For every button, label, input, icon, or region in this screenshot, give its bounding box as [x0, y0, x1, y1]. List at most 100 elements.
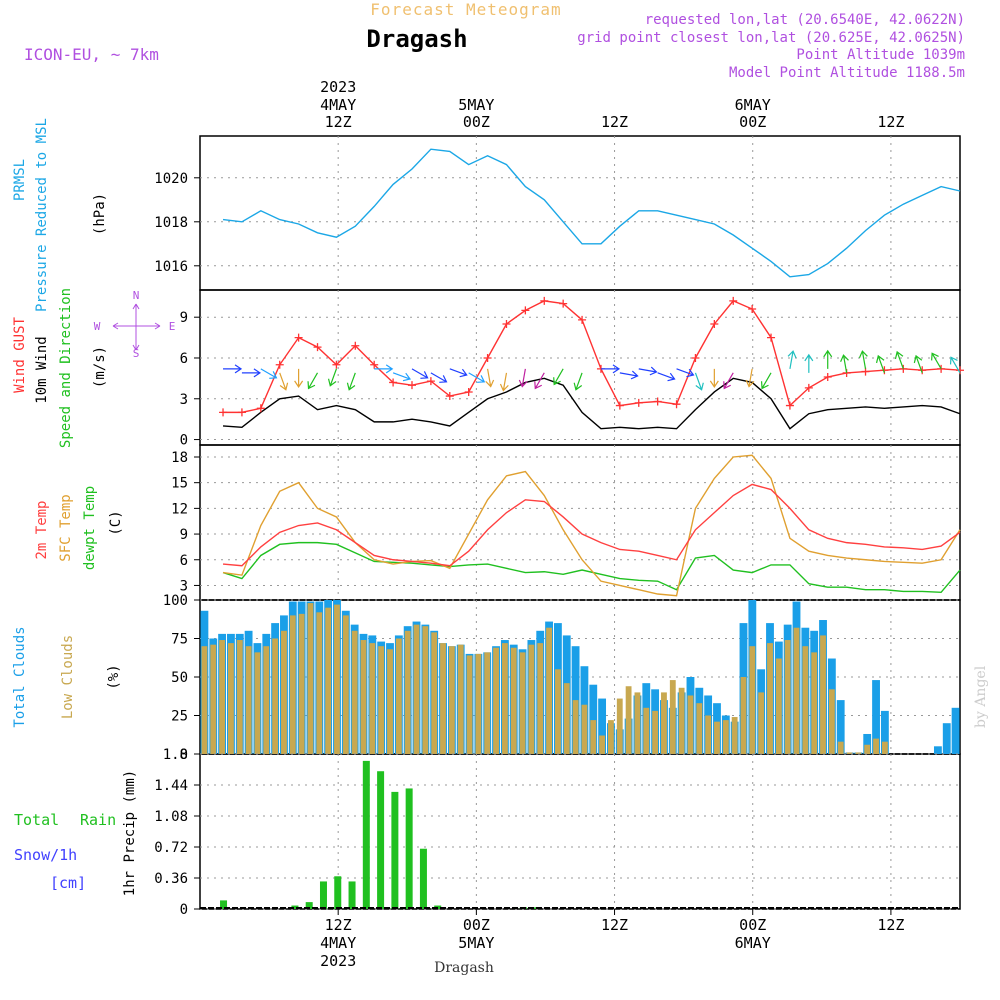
low-cloud-bar	[802, 646, 809, 754]
y-tick-label: 12	[171, 501, 188, 517]
requested-coords: requested lon,lat (20.6540E, 42.0622N)	[645, 12, 965, 28]
low-cloud-bar	[581, 704, 588, 754]
total-clouds-label: Total Clouds	[12, 626, 28, 727]
panel-frame	[199, 753, 961, 910]
bottom-time-day: 5MAY	[458, 934, 494, 952]
low-cloud-bar	[687, 695, 694, 754]
low-cloud-bar	[714, 721, 720, 754]
snow-label: Snow/1h	[14, 846, 77, 864]
panel-frame	[199, 444, 961, 601]
y-tick-label: 0	[180, 433, 188, 449]
y-tick-label: 25	[171, 709, 188, 725]
y-tick-label: 3	[180, 578, 188, 594]
total-cloud-bar	[880, 710, 889, 754]
gust-marker	[407, 381, 416, 390]
y-tick-label: 100	[163, 593, 188, 609]
low-cloud-bar	[740, 677, 747, 754]
wind-direction-arrow	[638, 366, 658, 376]
temp-2m-line	[222, 483, 961, 567]
low-cloud-bar	[608, 720, 614, 754]
total-cloud-bar	[836, 700, 845, 754]
low-cloud-bar	[281, 630, 287, 754]
gust-marker	[748, 305, 757, 314]
y-tick-label: 0.72	[154, 840, 188, 856]
dewpoint-line	[222, 541, 961, 594]
low-cloud-bar	[634, 692, 641, 754]
low-cloud-bar	[254, 652, 261, 754]
gust-marker	[370, 360, 379, 369]
gust-marker	[899, 364, 908, 373]
total-cloud-bar	[598, 698, 607, 754]
model-label: ICON-EU, ~ 7km	[24, 45, 159, 64]
low-cloud-bar	[616, 698, 623, 754]
wind-direction-arrow	[518, 368, 528, 388]
wind-direction-arrow	[279, 372, 289, 391]
wind-direction-arrow	[858, 350, 868, 369]
total-rain-label: Total	[14, 811, 59, 829]
rain-bar	[220, 900, 228, 909]
wind-direction-arrow	[449, 368, 468, 378]
low-cloud-bar	[457, 644, 464, 754]
low-cloud-bar	[413, 624, 420, 754]
wind-direction-arrow	[760, 372, 772, 390]
wind-direction-arrow	[619, 370, 639, 380]
low-cloud-bar	[369, 643, 376, 754]
rain-bar	[291, 905, 299, 909]
sfc-temp-line	[222, 454, 961, 597]
location-title: Dragash	[366, 25, 467, 53]
rain-bar	[391, 791, 399, 909]
low-cloud-bar	[722, 720, 729, 754]
low-cloud-bar	[201, 646, 208, 754]
wind-direction-arrow	[723, 372, 734, 390]
gust-marker	[351, 341, 360, 350]
low-cloud-bar	[236, 640, 243, 754]
gust-marker	[653, 397, 662, 406]
wind-direction-arrow	[931, 352, 942, 370]
wind-direction-arrow	[468, 372, 486, 383]
low-cloud-bar	[466, 655, 473, 754]
low-cloud-bar	[881, 741, 888, 754]
low-cloud-bar	[493, 647, 499, 754]
low-cloud-bar	[546, 627, 552, 754]
wind-direction-arrow	[787, 350, 797, 369]
top-time-hour: 00Z	[463, 113, 490, 131]
cloud-unit-label: (%)	[106, 664, 122, 689]
gust-label: Wind GUST	[12, 317, 28, 393]
y-tick-label: 18	[171, 450, 188, 466]
rain-bar	[348, 881, 356, 909]
low-cloud-bar	[864, 744, 871, 754]
wind-direction-label: Speed and Direction	[58, 288, 74, 448]
low-cloud-bar	[475, 653, 482, 754]
y-tick-label: 1018	[154, 215, 188, 231]
low-cloud-bar	[440, 643, 446, 754]
panel-frame	[199, 135, 961, 291]
rain-bar	[405, 788, 413, 909]
wind-direction-arrow	[327, 368, 337, 387]
top-time-hour: 12Z	[601, 113, 628, 131]
low-cloud-bar	[263, 646, 270, 754]
gust-marker	[937, 364, 946, 373]
y-tick-label: 0	[180, 747, 188, 763]
wind-direction-arrow	[260, 368, 278, 379]
pressure-label: Pressure Reduced to MSL	[34, 118, 50, 312]
low-cloud-bar	[784, 640, 791, 754]
low-cloud-bar	[325, 607, 332, 754]
low-cloud-bar	[767, 643, 773, 754]
low-cloud-bar	[811, 652, 818, 754]
rain-bar	[319, 881, 327, 909]
low-cloud-bar	[554, 669, 561, 754]
low-cloud-bar	[528, 644, 535, 754]
total-cloud-bar	[951, 707, 960, 754]
rain-label: Rain	[80, 811, 116, 829]
gust-marker	[785, 401, 794, 410]
gust-marker	[634, 398, 643, 407]
compass-n: N	[133, 289, 140, 302]
top-time-day: 6MAY	[735, 96, 771, 114]
gust-marker	[804, 383, 813, 392]
low-cloud-bar	[855, 752, 862, 754]
gust-marker	[389, 378, 398, 387]
wind-direction-arrow	[600, 364, 621, 374]
low-cloud-bar	[228, 643, 234, 754]
gust-marker	[672, 400, 681, 409]
